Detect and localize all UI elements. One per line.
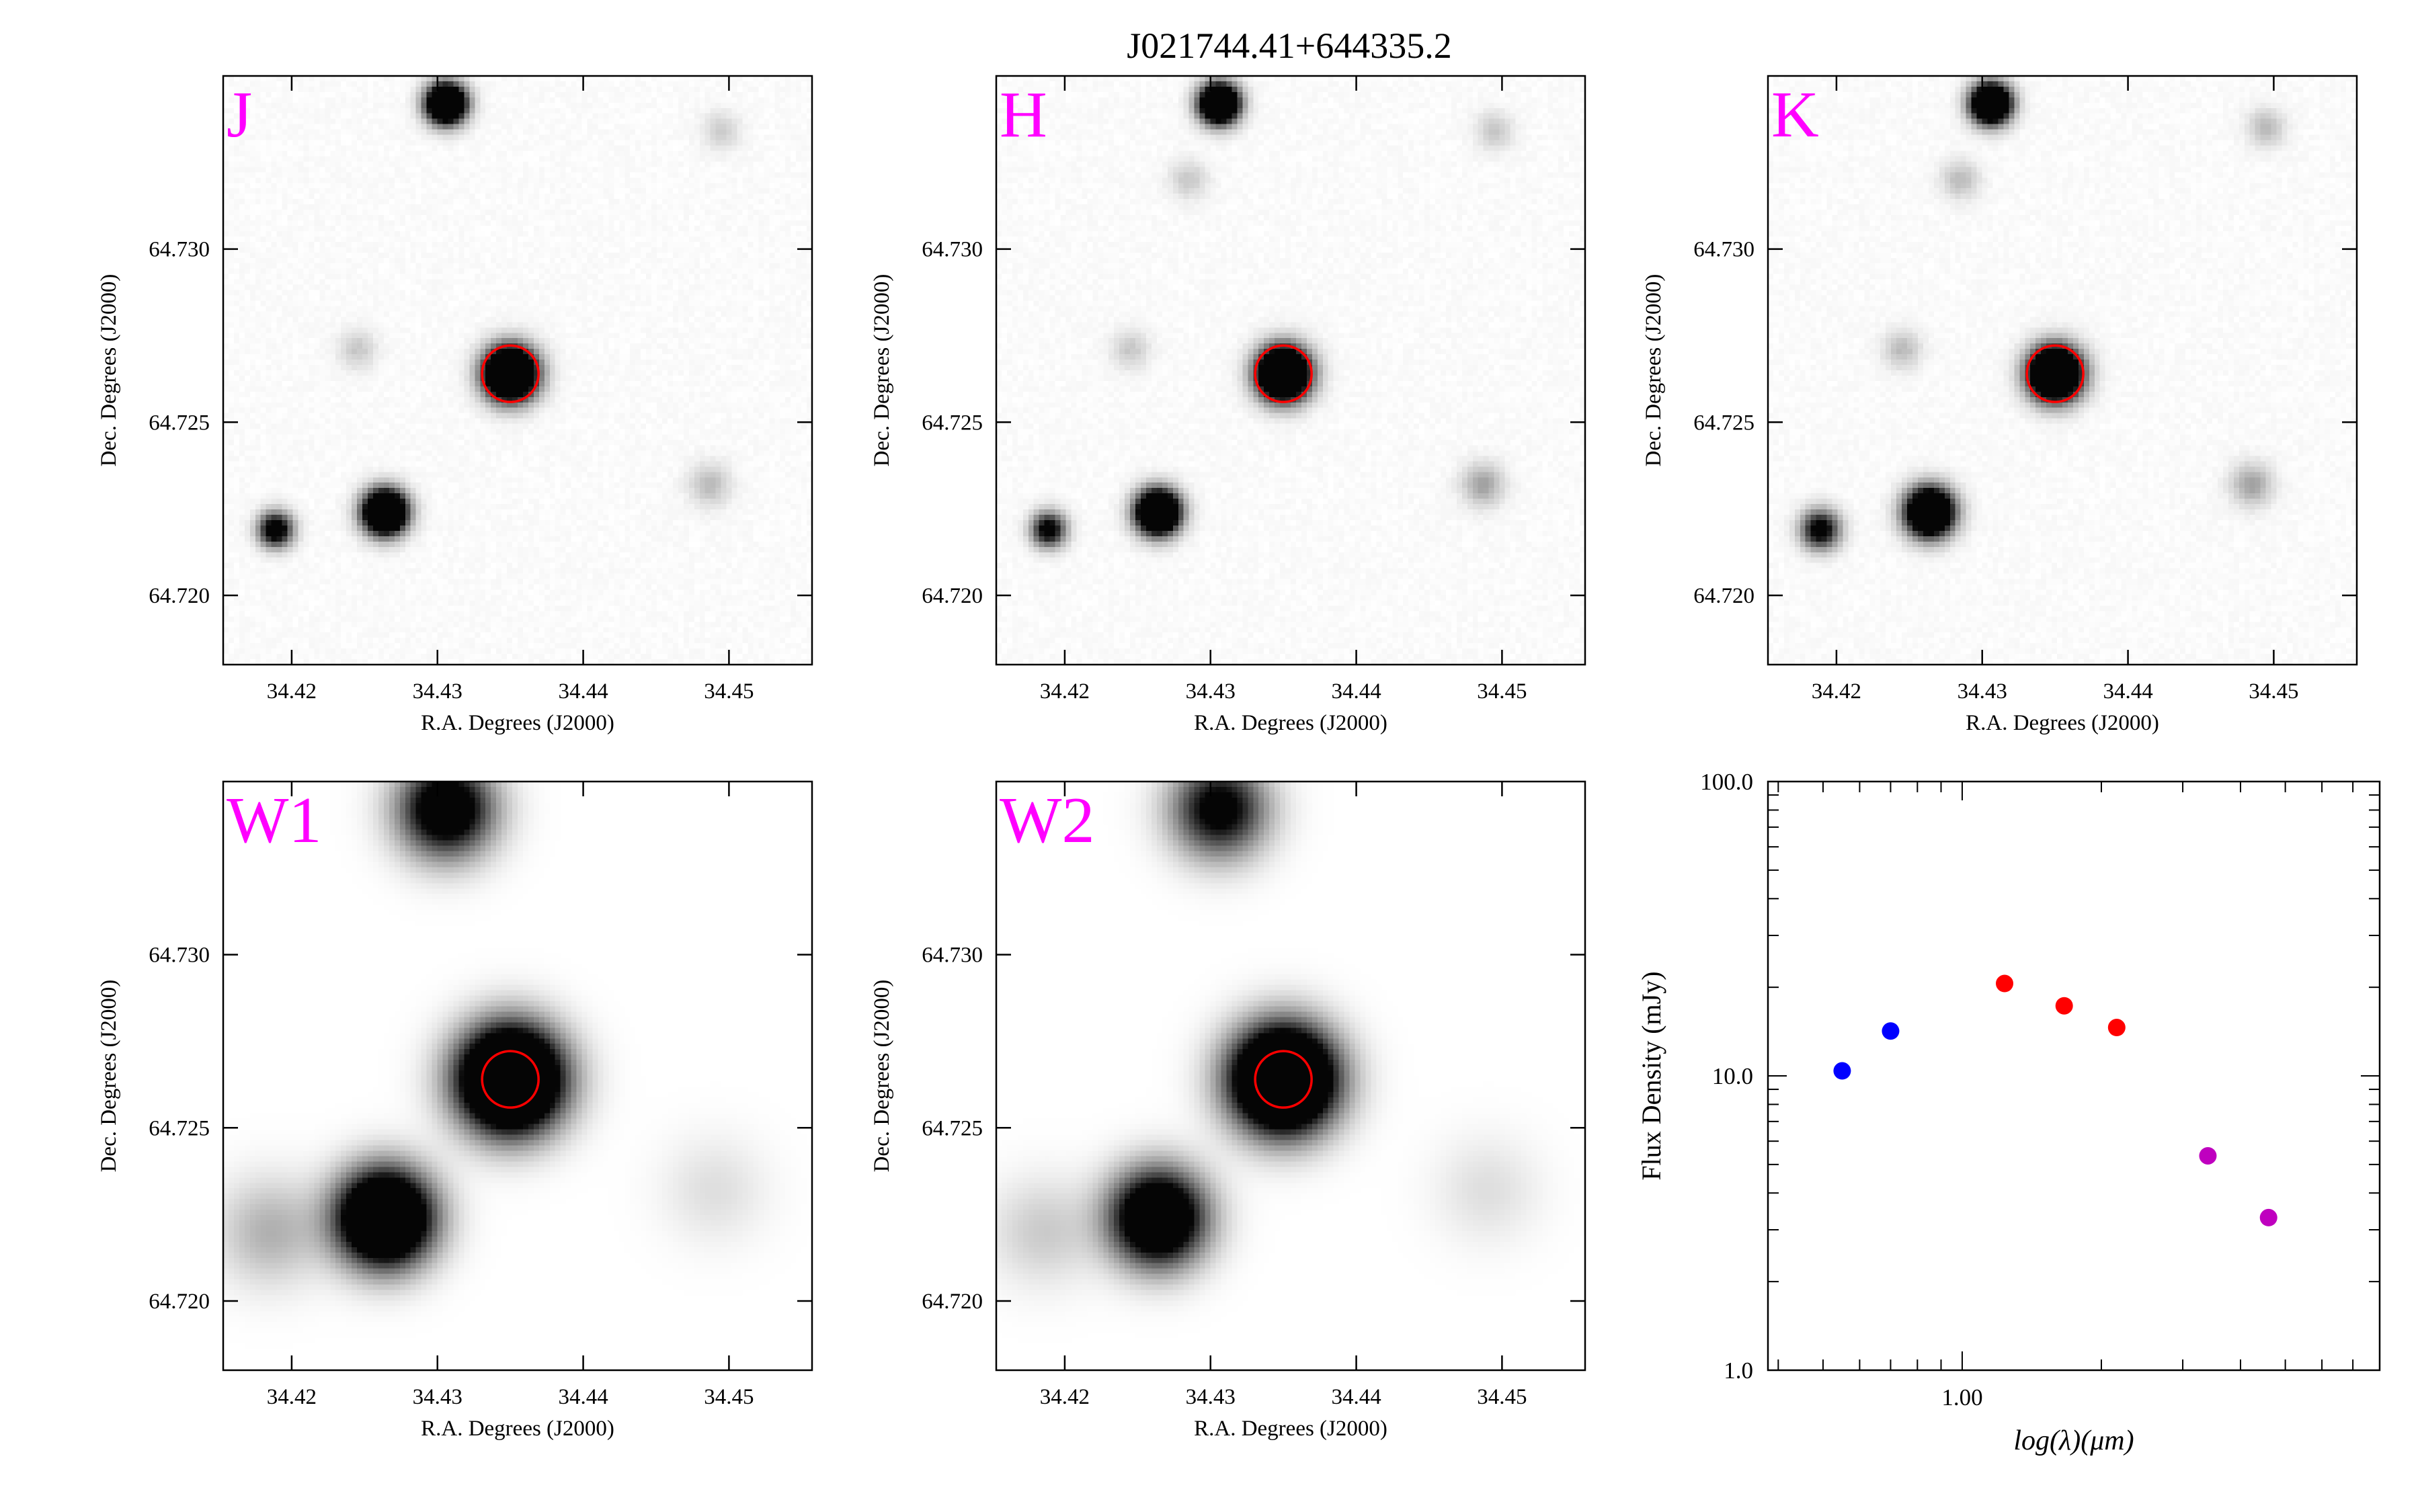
sed-point-magenta: [2259, 1208, 2277, 1226]
y-tick-label: 64.720: [149, 584, 210, 608]
aperture-circle: [1254, 344, 1313, 403]
y-axis-label: Dec. Degrees (J2000): [870, 274, 894, 467]
sky-image: [996, 782, 1585, 1370]
sky-image: [223, 782, 812, 1370]
y-axis-label: Dec. Degrees (J2000): [1642, 274, 1666, 467]
band-label: K: [1771, 79, 1819, 151]
band-label: H: [1000, 79, 1047, 151]
image-panel-k: 34.42 34.43 34.44 34.45 64.720 64.725 64.730 R.…: [1642, 75, 2358, 735]
x-tick-label: 34.44: [558, 679, 608, 704]
x-tick-label: 34.42: [1040, 1385, 1090, 1409]
x-tick-label: 34.42: [1812, 679, 1861, 704]
y-tick-label: 64.730: [149, 238, 210, 262]
x-axis-label: R.A. Degrees (J2000): [1194, 711, 1387, 735]
sed-point-red: [1996, 974, 2014, 993]
x-tick-label: 34.45: [2249, 679, 2298, 704]
y-axis-label: Dec. Degrees (J2000): [97, 274, 121, 467]
figure-title: J021744.41+644335.2: [1127, 26, 1451, 66]
aperture-circle: [481, 344, 540, 403]
y-tick-label: 64.730: [922, 943, 983, 968]
y-tick-label: 64.730: [1693, 238, 1755, 262]
x-axis-label: R.A. Degrees (J2000): [421, 1417, 614, 1441]
sky-image: [223, 76, 812, 665]
x-tick-label: 34.44: [558, 1385, 608, 1409]
y-tick-label: 64.720: [922, 1290, 983, 1314]
y-axis-label: Dec. Degrees (J2000): [870, 980, 894, 1173]
x-tick-label: 34.45: [704, 1385, 754, 1409]
axes-frame: [995, 780, 1586, 1372]
sed-point-red: [2055, 997, 2073, 1015]
image-panel-j: 34.42 34.43 34.44 34.45 64.720 64.725 64.730 R.…: [97, 75, 813, 735]
x-tick-label: 34.43: [1186, 679, 1236, 704]
y-tick-label: 64.725: [922, 411, 983, 435]
x-tick-label: 34.44: [1331, 1385, 1381, 1409]
aperture-circle: [1254, 1050, 1313, 1109]
sed-point-blue: [1882, 1022, 1900, 1040]
band-label: W2: [1000, 784, 1095, 857]
aperture-circle: [2025, 344, 2085, 403]
y-axis-label: Flux Density (mJy): [1636, 971, 1666, 1180]
y-axis-label: Dec. Degrees (J2000): [97, 980, 121, 1173]
y-tick-label: 10.0: [1712, 1063, 1753, 1089]
y-tick-label: 64.725: [149, 411, 210, 435]
x-axis-label: log(λ)(μm): [2013, 1425, 2134, 1456]
band-label: J: [227, 79, 252, 151]
x-tick-label: 34.43: [1186, 1385, 1236, 1409]
y-tick-label: 64.730: [922, 238, 983, 262]
sky-image: [1768, 76, 2357, 665]
x-tick-label: 34.45: [1477, 1385, 1527, 1409]
y-tick-label: 1.0: [1724, 1357, 1753, 1384]
x-axis-label: R.A. Degrees (J2000): [1194, 1417, 1387, 1441]
x-tick-label: 34.44: [1331, 679, 1381, 704]
y-tick-label: 64.725: [149, 1116, 210, 1140]
y-tick-label: 100.0: [1700, 769, 1753, 795]
sed-point-magenta: [2199, 1146, 2217, 1165]
aperture-circle: [481, 1050, 540, 1109]
image-panel-h: 34.42 34.43 34.44 34.45 64.720 64.725 64.730 R.…: [870, 75, 1586, 735]
axes-frame: [995, 75, 1586, 666]
x-tick-label: 34.42: [1040, 679, 1090, 704]
axes-frame: [222, 75, 813, 666]
x-tick-label: 34.45: [704, 679, 754, 704]
x-tick-label: 34.43: [413, 1385, 462, 1409]
axes-frame: [222, 780, 813, 1372]
y-tick-label: 64.730: [149, 943, 210, 968]
sed-point-red: [2107, 1019, 2126, 1037]
x-tick-label: 34.43: [413, 679, 462, 704]
image-panel-w2: 34.42 34.43 34.44 34.45 64.720 64.725 64.730 R.…: [870, 780, 1586, 1441]
x-axis-label: R.A. Degrees (J2000): [1966, 711, 2159, 735]
x-tick-label: 34.44: [2103, 679, 2152, 704]
image-panel-w1: 34.42 34.43 34.44 34.45 64.720 64.725 64.730 R.…: [97, 780, 813, 1441]
x-tick-label: 34.42: [267, 1385, 317, 1409]
x-tick-label: 1.00: [1941, 1384, 1982, 1411]
sed-point-blue: [1833, 1062, 1851, 1080]
y-tick-label: 64.725: [1693, 411, 1755, 435]
y-tick-label: 64.720: [1693, 584, 1755, 608]
axes-frame: [1767, 75, 2358, 666]
sed-panel: 1.00 1.0 10.0 100.0 log(λ)(μm) Flux Density (…: [1636, 769, 2381, 1456]
sky-image: [996, 76, 1585, 665]
x-tick-label: 34.43: [1958, 679, 2007, 704]
axes-frame: [1767, 780, 2381, 1372]
y-tick-label: 64.720: [922, 584, 983, 608]
y-tick-label: 64.725: [922, 1116, 983, 1140]
x-axis-label: R.A. Degrees (J2000): [421, 711, 614, 735]
band-label: W1: [227, 784, 322, 857]
y-tick-label: 64.720: [149, 1290, 210, 1314]
x-tick-label: 34.45: [1477, 679, 1527, 704]
x-tick-label: 34.42: [267, 679, 317, 704]
